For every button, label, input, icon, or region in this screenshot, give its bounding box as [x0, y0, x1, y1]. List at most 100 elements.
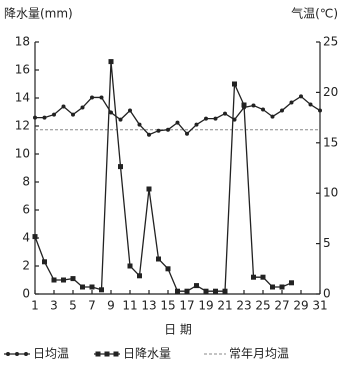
point: [108, 59, 114, 65]
point: [51, 277, 57, 283]
point: [166, 127, 170, 132]
point: [118, 117, 123, 122]
point: [261, 107, 265, 112]
y2-axis-label: 气温(℃): [291, 6, 338, 21]
y-tick-label: 0: [22, 287, 30, 301]
point: [270, 114, 275, 119]
point: [32, 234, 38, 240]
point: [99, 287, 104, 293]
point: [70, 276, 76, 282]
point: [128, 108, 132, 113]
y2-tick-label: 20: [323, 85, 338, 99]
point: [99, 95, 104, 100]
legend-marker: [95, 351, 101, 357]
x-tick-label: 7: [88, 299, 96, 313]
y-tick-label: 16: [15, 63, 30, 77]
legend-marker: [24, 352, 28, 356]
x-tick-label: 5: [69, 299, 77, 313]
point: [147, 132, 151, 137]
x-tick-label: 29: [293, 299, 308, 313]
point: [203, 288, 209, 294]
x-axis-label: 日 期: [164, 323, 192, 337]
point: [184, 288, 190, 294]
point: [165, 266, 171, 272]
point: [42, 259, 47, 265]
legend-marker: [6, 352, 10, 356]
point: [185, 131, 189, 136]
point: [279, 284, 285, 290]
point: [213, 116, 218, 121]
x-tick-label: 17: [179, 299, 194, 313]
x-tick-label: 9: [107, 299, 115, 313]
point: [156, 128, 161, 133]
x-tick-label: 1: [31, 299, 39, 313]
legend-marker: [15, 352, 19, 356]
point: [299, 94, 303, 99]
point: [241, 102, 247, 108]
point: [33, 115, 37, 120]
point: [118, 164, 123, 170]
point: [222, 288, 228, 294]
y2-tick-label: 0: [323, 287, 331, 301]
point: [251, 103, 256, 108]
y-tick-label: 14: [15, 91, 30, 105]
y-tick-label: 6: [22, 203, 30, 217]
point: [137, 122, 142, 127]
point: [146, 186, 152, 192]
point: [194, 122, 199, 127]
x-tick-label: 21: [217, 299, 232, 313]
point: [89, 284, 95, 290]
x-tick-label: 25: [255, 299, 270, 313]
legend-marker: [113, 351, 119, 357]
x-tick-label: 15: [160, 299, 175, 313]
point: [223, 111, 227, 116]
point: [289, 280, 294, 286]
y2-tick-label: 25: [323, 35, 338, 49]
y-tick-label: 8: [22, 175, 30, 189]
point: [80, 105, 85, 110]
x-tick-label: 11: [122, 299, 137, 313]
point: [42, 115, 47, 120]
point: [213, 288, 218, 294]
legend-label: 日均温: [33, 347, 69, 361]
point: [52, 112, 56, 117]
x-tick-label: 3: [50, 299, 58, 313]
point: [71, 112, 75, 117]
point: [127, 263, 133, 269]
legend-label: 日降水量: [123, 347, 171, 361]
x-tick-label: 27: [274, 299, 289, 313]
point: [260, 274, 266, 280]
point: [175, 288, 180, 294]
y-axis-label: 降水量(mm): [4, 7, 73, 21]
legend-label: 常年月均温: [229, 347, 289, 361]
y-tick-label: 2: [22, 259, 30, 273]
y-tick-label: 18: [15, 35, 30, 49]
y2-tick-label: 10: [323, 186, 338, 200]
point: [61, 104, 66, 109]
point: [194, 283, 199, 289]
point: [270, 284, 275, 290]
y-tick-label: 10: [15, 147, 30, 161]
y2-tick-label: 5: [323, 236, 331, 250]
point: [251, 274, 256, 280]
point: [109, 110, 113, 115]
point: [137, 273, 142, 279]
point: [289, 100, 294, 105]
legend-marker: [104, 351, 110, 357]
y-tick-label: 4: [22, 231, 30, 245]
point: [308, 102, 313, 107]
x-tick-label: 13: [141, 299, 156, 313]
series-line: [34, 61, 292, 292]
series-line: [35, 95, 321, 136]
x-tick-label: 19: [198, 299, 213, 313]
point: [156, 256, 161, 262]
y2-tick-label: 15: [323, 135, 338, 149]
point: [90, 95, 94, 100]
point: [61, 277, 66, 283]
x-tick-label: 23: [236, 299, 251, 313]
point: [80, 284, 85, 290]
x-tick-label: 31: [312, 299, 327, 313]
point: [232, 81, 237, 87]
point: [280, 108, 284, 113]
y-tick-label: 12: [15, 119, 30, 133]
